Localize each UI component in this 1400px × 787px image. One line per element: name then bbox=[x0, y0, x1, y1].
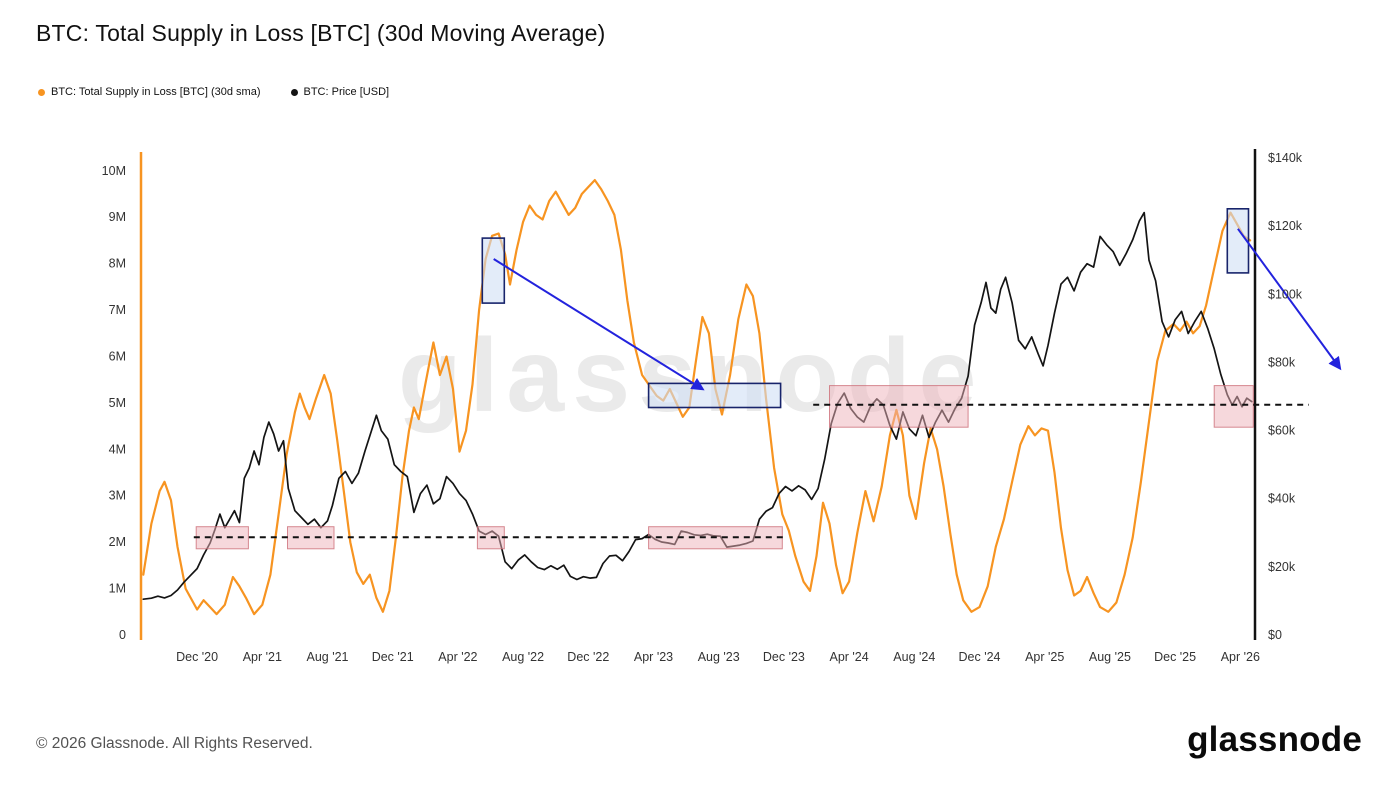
pink-highlight-box bbox=[829, 385, 969, 428]
legend-item-supply-in-loss[interactable]: BTC: Total Supply in Loss [BTC] (30d sma… bbox=[38, 86, 261, 98]
legend-dot-price-icon bbox=[290, 88, 298, 96]
left-axis-tick-label: 9M bbox=[109, 210, 126, 224]
page-title: BTC: Total Supply in Loss [BTC] (30d Mov… bbox=[36, 20, 606, 46]
left-axis-tick-label: 2M bbox=[109, 535, 126, 549]
copyright-text: © 2026 Glassnode. All Rights Reserved. bbox=[36, 735, 313, 752]
chart-legend: BTC: Total Supply in Loss [BTC] (30d sma… bbox=[38, 86, 389, 98]
x-axis-tick-label: Apr '25 bbox=[1025, 650, 1064, 664]
x-axis-tick-label: Dec '25 bbox=[1154, 650, 1196, 664]
left-axis-tick-label: 3M bbox=[109, 489, 126, 503]
left-axis-tick-label: 4M bbox=[109, 442, 126, 456]
chart-svg[interactable]: 0 1M 2M 3M 4M 5M 6M 7M 8M 9M 10M $0 $20k $40k $60k $80k… bbox=[0, 0, 1400, 700]
right-axis-tick-label: $80k bbox=[1268, 356, 1296, 370]
x-axis-tick-label: Dec '22 bbox=[567, 650, 609, 664]
blue-highlight-box bbox=[1226, 208, 1250, 274]
right-axis-tick-label: $100k bbox=[1268, 287, 1303, 301]
legend-label-price: BTC: Price [USD] bbox=[303, 86, 390, 98]
legend-item-price[interactable]: BTC: Price [USD] bbox=[290, 86, 390, 98]
x-axis-tick-label: Aug '24 bbox=[893, 650, 935, 664]
left-axis-tick-label: 1M bbox=[109, 582, 126, 596]
right-axis-tick-label: $20k bbox=[1268, 560, 1296, 574]
x-axis-tick-label: Aug '23 bbox=[698, 650, 740, 664]
x-axis-tick-label: Apr '21 bbox=[243, 650, 282, 664]
blue-highlight-box bbox=[647, 382, 782, 409]
x-axis-tick-label: Aug '25 bbox=[1089, 650, 1131, 664]
left-axis-tick-label: 0 bbox=[119, 628, 126, 642]
right-axis-tick-label: $120k bbox=[1268, 219, 1303, 233]
blue-highlight-box bbox=[481, 237, 506, 304]
right-axis-tick-label: $60k bbox=[1268, 424, 1296, 438]
x-axis-tick-label: Apr '23 bbox=[634, 650, 673, 664]
left-axis-tick-label: 6M bbox=[109, 350, 126, 364]
legend-label-supply: BTC: Total Supply in Loss [BTC] (30d sma… bbox=[51, 86, 261, 98]
left-axis-tick-label: 7M bbox=[109, 303, 126, 317]
x-axis-tick-label: Apr '26 bbox=[1221, 650, 1260, 664]
x-axis-tick-label: Aug '21 bbox=[306, 650, 348, 664]
right-axis-tick-label: $0 bbox=[1268, 628, 1282, 642]
left-axis-tick-label: 10M bbox=[102, 164, 126, 178]
x-axis-tick-label: Dec '23 bbox=[763, 650, 805, 664]
x-axis-tick-label: Apr '22 bbox=[438, 650, 477, 664]
right-axis-tick-label: $140k bbox=[1268, 151, 1303, 165]
legend-dot-supply-icon bbox=[38, 88, 45, 96]
annotation-arrow bbox=[493, 258, 705, 391]
pink-highlight-box bbox=[1213, 385, 1254, 428]
x-axis-tick-label: Dec '21 bbox=[372, 650, 414, 664]
x-axis-tick-label: Aug '22 bbox=[502, 650, 544, 664]
right-axis-tick-label: $40k bbox=[1268, 492, 1296, 506]
supply-in-loss-line bbox=[142, 179, 1252, 616]
left-axis-tick-label: 5M bbox=[109, 396, 126, 410]
x-axis-tick-label: Dec '20 bbox=[176, 650, 218, 664]
x-axis-tick-label: Dec '24 bbox=[959, 650, 1001, 664]
left-axis-tick-label: 8M bbox=[109, 257, 126, 271]
glassnode-logo: glassnode bbox=[1187, 720, 1362, 759]
x-axis-tick-label: Apr '24 bbox=[829, 650, 868, 664]
annotation-arrow bbox=[1237, 228, 1342, 371]
